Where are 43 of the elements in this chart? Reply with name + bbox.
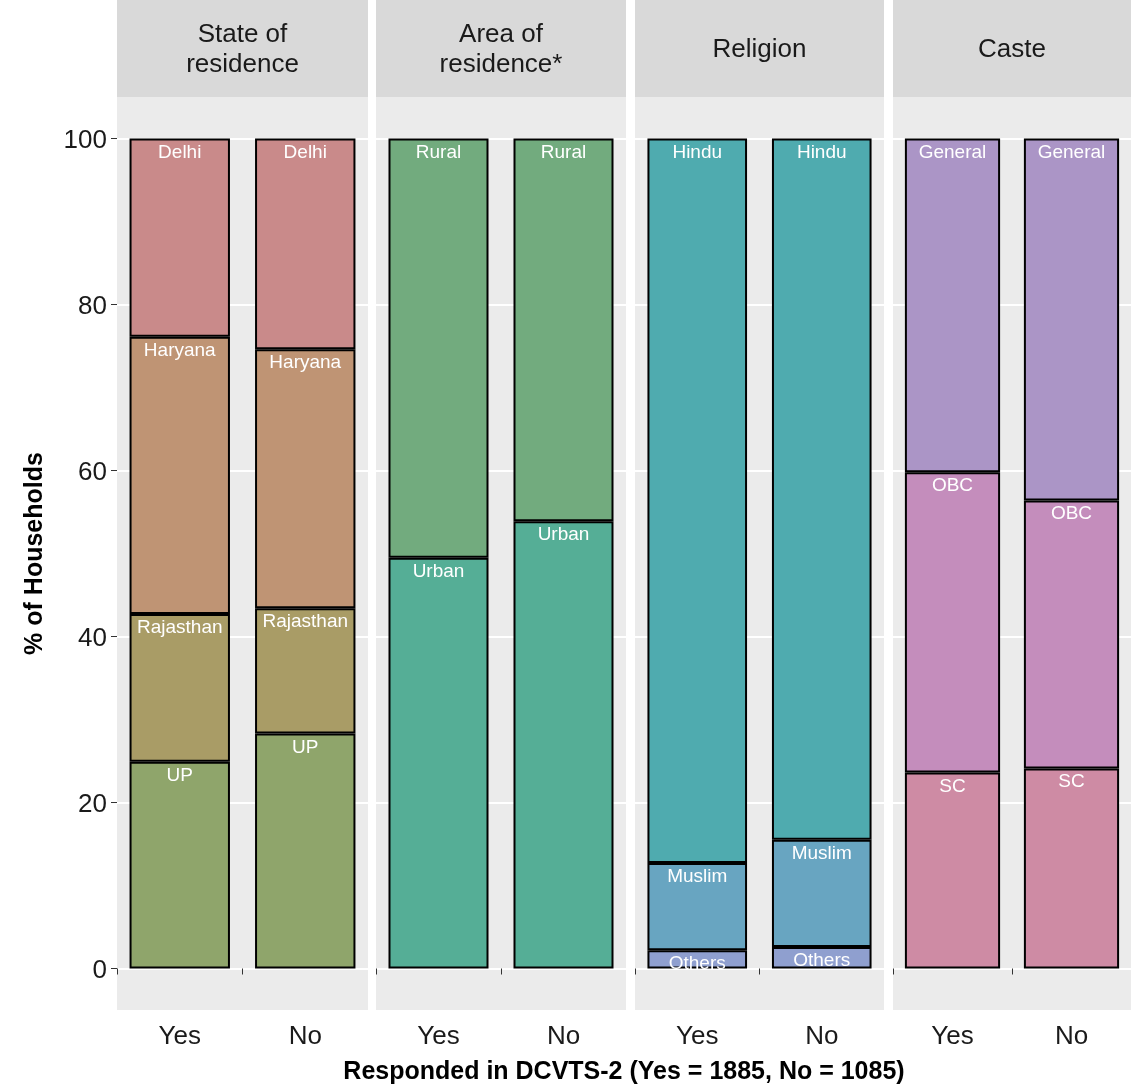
x-tick-label: Yes — [931, 1020, 974, 1050]
chart-title: State of residence — [117, 0, 368, 97]
x-tick-label: No — [288, 1020, 322, 1050]
text: Rural — [540, 140, 587, 162]
y-tick-label: 40 — [78, 621, 107, 652]
chart-title: Area of residence* — [376, 0, 626, 97]
series-label: Delhi — [158, 140, 202, 162]
series-label: UP — [166, 763, 193, 785]
y-axis-title: % of Households — [18, 452, 47, 655]
text: Hindu — [796, 140, 847, 162]
x-tick-label: Yes — [676, 1020, 719, 1050]
series-label: Hindu — [672, 140, 723, 162]
text: SC — [1058, 770, 1085, 792]
text: Haryana — [269, 351, 342, 373]
x-tick-label: No — [1054, 1020, 1089, 1050]
text: Delhi — [283, 140, 327, 162]
y-tick-label: 100 — [63, 123, 107, 154]
text: Rajasthan — [262, 610, 349, 632]
text: Urban — [537, 523, 590, 545]
series-label: Muslim — [667, 865, 728, 887]
series-label: OBC — [931, 474, 974, 496]
series-label: Urban — [412, 559, 465, 581]
chart-title: Religion — [635, 0, 884, 97]
series-label: Rural — [415, 140, 462, 162]
x-tick-label: No — [546, 1020, 581, 1050]
text: UP — [292, 735, 319, 757]
series-label: SC — [939, 774, 966, 796]
chart-title: Caste — [893, 0, 1131, 97]
x-tick-label: No — [805, 1020, 839, 1050]
y-tick-label: 80 — [78, 289, 107, 320]
y-tick-label: 0 — [92, 953, 107, 984]
series-label: General — [918, 140, 987, 162]
x-tick-label: Yes — [417, 1020, 460, 1050]
series-label: Rajasthan — [136, 616, 223, 638]
series-label: Haryana — [143, 338, 217, 360]
text: Others — [793, 948, 851, 970]
text: OBC — [1050, 502, 1093, 524]
text: Muslim — [791, 841, 852, 863]
y-tick-label: 20 — [78, 787, 107, 818]
text: General — [1037, 140, 1106, 162]
x-tick-label: Yes — [158, 1020, 201, 1050]
x-axis-title: Responded in DCVTS-2 (Yes = 1885, No = 1085) — [342, 1056, 906, 1085]
y-tick-label: 60 — [78, 455, 107, 486]
